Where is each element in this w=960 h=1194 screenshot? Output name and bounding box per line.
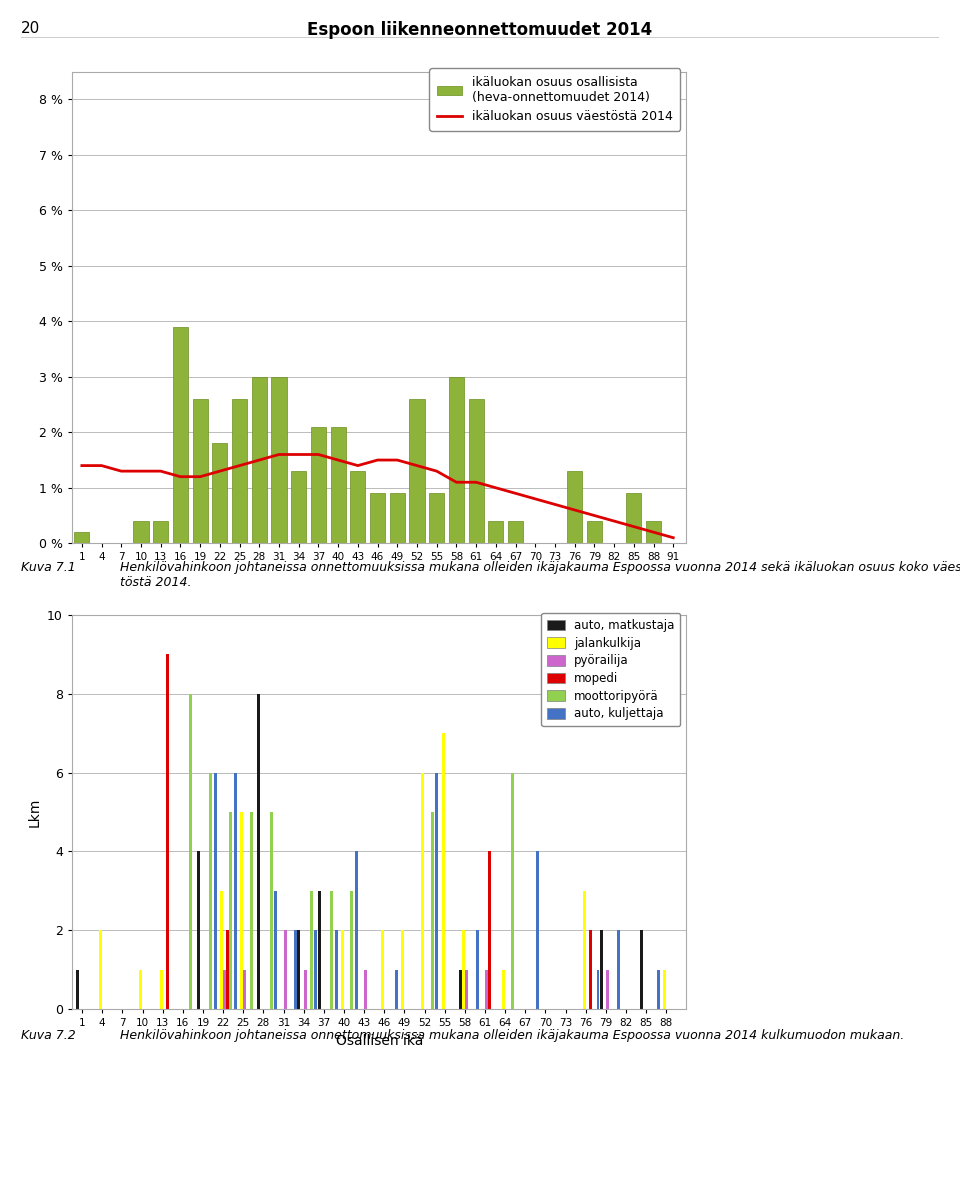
Bar — [318, 891, 321, 1009]
Bar — [657, 970, 660, 1009]
Bar — [401, 930, 404, 1009]
Bar — [640, 930, 643, 1009]
Bar — [227, 930, 229, 1009]
Bar — [485, 970, 488, 1009]
Bar — [76, 970, 79, 1009]
Bar — [606, 970, 609, 1009]
Bar — [275, 891, 277, 1009]
Bar — [139, 970, 142, 1009]
Bar — [311, 426, 326, 543]
Bar — [626, 493, 641, 543]
Bar — [364, 970, 367, 1009]
Bar — [234, 773, 237, 1009]
Bar — [508, 521, 523, 543]
Bar — [663, 970, 666, 1009]
X-axis label: Osallisen ikä: Osallisen ikä — [335, 1034, 423, 1047]
Text: Kuva 7.2: Kuva 7.2 — [21, 1029, 76, 1042]
Bar — [465, 970, 468, 1009]
Text: 20: 20 — [21, 21, 40, 37]
Bar — [330, 426, 346, 543]
Bar — [442, 733, 444, 1009]
Bar — [396, 970, 398, 1009]
Text: Kuva 7.1: Kuva 7.1 — [21, 561, 76, 574]
Bar — [587, 521, 602, 543]
Bar — [435, 773, 439, 1009]
Bar — [283, 930, 287, 1009]
Legend: ikäluokan osuus osallisista
(heva-onnettomuudet 2014), ikäluokan osuus väestöstä: ikäluokan osuus osallisista (heva-onnett… — [429, 68, 680, 130]
Y-axis label: Lkm: Lkm — [28, 798, 41, 826]
Bar — [166, 654, 169, 1009]
Bar — [489, 521, 503, 543]
Bar — [189, 694, 192, 1009]
Text: Henkilövahinkoon johtaneissa onnettomuuksissa mukana olleiden ikäjakauma Espooss: Henkilövahinkoon johtaneissa onnettomuuk… — [120, 1029, 904, 1042]
Bar — [173, 327, 188, 543]
Bar — [489, 851, 492, 1009]
Bar — [272, 377, 286, 543]
Bar — [99, 930, 102, 1009]
Bar — [223, 970, 227, 1009]
Bar — [502, 970, 505, 1009]
Text: Espoon liikenneonnettomuudet 2014: Espoon liikenneonnettomuudet 2014 — [307, 21, 653, 39]
Bar — [303, 970, 306, 1009]
Bar — [212, 443, 228, 543]
Bar — [341, 930, 344, 1009]
Bar — [270, 812, 273, 1009]
Bar — [429, 493, 444, 543]
Bar — [616, 930, 619, 1009]
Bar — [133, 521, 149, 543]
Bar — [193, 399, 207, 543]
Bar — [291, 472, 306, 543]
Bar — [449, 377, 464, 543]
Bar — [310, 891, 313, 1009]
Bar — [243, 970, 247, 1009]
Bar — [390, 493, 405, 543]
Bar — [232, 399, 247, 543]
Text: Henkilövahinkoon johtaneissa onnettomuuksissa mukana olleiden ikäjakauma Espooss: Henkilövahinkoon johtaneissa onnettomuuk… — [120, 561, 960, 589]
Bar — [462, 930, 465, 1009]
Bar — [567, 472, 583, 543]
Bar — [74, 533, 89, 543]
Bar — [646, 521, 661, 543]
Bar — [330, 891, 333, 1009]
Bar — [468, 399, 484, 543]
Bar — [600, 930, 603, 1009]
Legend: auto, matkustaja, jalankulkija, pyörailija, mopedi, moottoripyörä, auto, kuljett: auto, matkustaja, jalankulkija, pyöraili… — [541, 613, 681, 726]
Bar — [197, 851, 200, 1009]
Bar — [370, 493, 385, 543]
Bar — [350, 891, 353, 1009]
Bar — [154, 521, 168, 543]
Bar — [257, 694, 260, 1009]
Bar — [409, 399, 424, 543]
Bar — [229, 812, 232, 1009]
Bar — [159, 970, 162, 1009]
Bar — [431, 812, 434, 1009]
Bar — [209, 773, 212, 1009]
Bar — [250, 812, 252, 1009]
Bar — [240, 812, 243, 1009]
Bar — [335, 930, 338, 1009]
Bar — [252, 377, 267, 543]
Bar — [355, 851, 358, 1009]
Bar — [214, 773, 217, 1009]
Bar — [381, 930, 384, 1009]
Bar — [596, 970, 599, 1009]
Bar — [315, 930, 318, 1009]
Bar — [350, 472, 366, 543]
Bar — [583, 891, 586, 1009]
Bar — [421, 773, 424, 1009]
Bar — [459, 970, 462, 1009]
Bar — [588, 930, 592, 1009]
Bar — [475, 930, 479, 1009]
Bar — [220, 891, 223, 1009]
Bar — [512, 773, 515, 1009]
Bar — [295, 930, 298, 1009]
Bar — [298, 930, 300, 1009]
Bar — [536, 851, 540, 1009]
